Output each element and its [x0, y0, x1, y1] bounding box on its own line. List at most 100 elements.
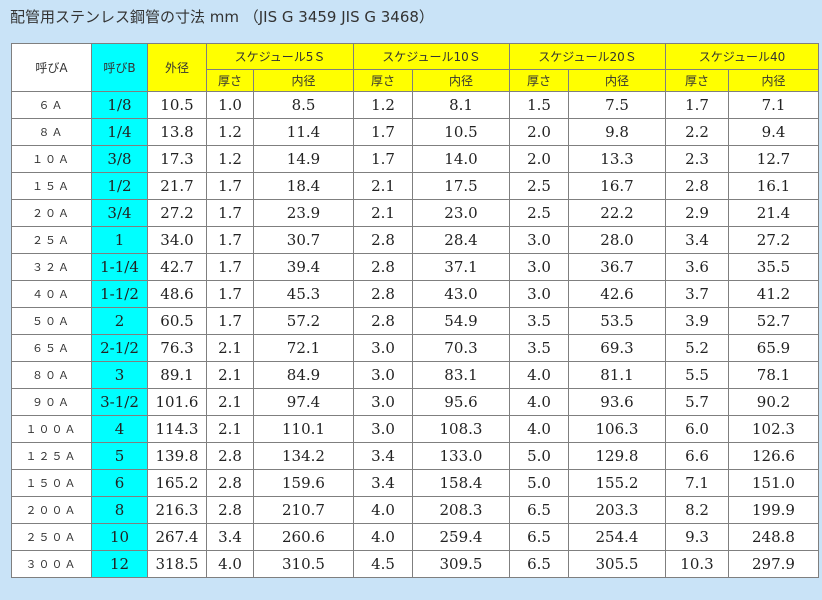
cell-sch20s-inner-diameter: 16.7 [568, 172, 666, 200]
pipe-dimension-table: 呼びA 呼びB 外径 スケジュール5Ｓ スケジュール10Ｓ スケジュール20Ｓ … [11, 43, 819, 578]
cell-outer-diameter: 13.8 [147, 118, 207, 146]
cell-outer-diameter: 165.2 [147, 469, 207, 497]
cell-sch10s-thickness: 2.1 [353, 172, 413, 200]
cell-outer-diameter: 139.8 [147, 442, 207, 470]
page-title: 配管用ステンレス鋼管の寸法 mm （JIS G 3459 JIS G 3468） [10, 8, 434, 26]
table-row: １０Ａ 3/8 17.3 1.2 14.9 1.7 14.0 2.0 13.3 2.3 12.7 [11, 145, 819, 173]
cell-sch20s-thickness: 6.5 [509, 496, 569, 524]
cell-nominal-b: 1-1/2 [91, 280, 148, 308]
cell-nominal-b: 3 [91, 361, 148, 389]
cell-sch40-inner-diameter: 7.1 [728, 91, 819, 119]
cell-sch5s-inner-diameter: 97.4 [253, 388, 354, 416]
cell-nominal-b: 1-1/4 [91, 253, 148, 281]
cell-sch10s-inner-diameter: 14.0 [412, 145, 510, 173]
cell-sch40-inner-diameter: 199.9 [728, 496, 819, 524]
cell-sch10s-thickness: 4.0 [353, 496, 413, 524]
cell-nominal-a: １５Ａ [11, 172, 92, 200]
cell-nominal-b: 8 [91, 496, 148, 524]
table-row: ３００Ａ 12 318.5 4.0 310.5 4.5 309.5 6.5 305.5 10.3 2… [11, 550, 819, 578]
cell-sch20s-inner-diameter: 36.7 [568, 253, 666, 281]
cell-sch5s-thickness: 1.7 [206, 280, 254, 308]
cell-nominal-a: １０Ａ [11, 145, 92, 173]
cell-outer-diameter: 42.7 [147, 253, 207, 281]
cell-sch40-thickness: 3.7 [665, 280, 729, 308]
cell-sch20s-thickness: 6.5 [509, 523, 569, 551]
cell-sch40-thickness: 7.1 [665, 469, 729, 497]
cell-sch40-inner-diameter: 297.9 [728, 550, 819, 578]
cell-sch40-thickness: 5.2 [665, 334, 729, 362]
cell-nominal-b: 1/2 [91, 172, 148, 200]
cell-sch5s-inner-diameter: 8.5 [253, 91, 354, 119]
cell-sch40-thickness: 5.7 [665, 388, 729, 416]
cell-sch10s-inner-diameter: 70.3 [412, 334, 510, 362]
table-row: ９０Ａ 3-1/2 101.6 2.1 97.4 3.0 95.6 4.0 93.6 5.7 90.… [11, 388, 819, 416]
table-row: ８０Ａ 3 89.1 2.1 84.9 3.0 83.1 4.0 81.1 5.5 78.1 [11, 361, 819, 389]
cell-sch10s-thickness: 2.1 [353, 199, 413, 227]
cell-sch5s-thickness: 1.7 [206, 253, 254, 281]
header-thickness: 厚さ [206, 69, 254, 92]
table-row: ３２Ａ 1-1/4 42.7 1.7 39.4 2.8 37.1 3.0 36.7 3.6 35.5 [11, 253, 819, 281]
cell-sch20s-inner-diameter: 22.2 [568, 199, 666, 227]
table-body: ６Ａ 1/8 10.5 1.0 8.5 1.2 8.1 1.5 7.5 1.7 7.1 ８Ａ 1/4 13… [11, 91, 819, 578]
cell-sch5s-thickness: 1.0 [206, 91, 254, 119]
cell-nominal-a: ８Ａ [11, 118, 92, 146]
cell-sch10s-inner-diameter: 54.9 [412, 307, 510, 335]
cell-sch10s-inner-diameter: 259.4 [412, 523, 510, 551]
cell-nominal-a: ２５Ａ [11, 226, 92, 254]
cell-outer-diameter: 27.2 [147, 199, 207, 227]
cell-sch5s-thickness: 1.2 [206, 145, 254, 173]
table-row: １５０Ａ 6 165.2 2.8 159.6 3.4 158.4 5.0 155.2 7.1 151… [11, 469, 819, 497]
cell-sch10s-inner-diameter: 8.1 [412, 91, 510, 119]
cell-sch5s-thickness: 3.4 [206, 523, 254, 551]
cell-sch5s-thickness: 2.1 [206, 415, 254, 443]
cell-nominal-b: 1/4 [91, 118, 148, 146]
cell-sch40-thickness: 1.7 [665, 91, 729, 119]
cell-sch40-inner-diameter: 65.9 [728, 334, 819, 362]
cell-outer-diameter: 34.0 [147, 226, 207, 254]
cell-sch20s-thickness: 4.0 [509, 361, 569, 389]
cell-sch5s-inner-diameter: 39.4 [253, 253, 354, 281]
cell-sch20s-thickness: 3.5 [509, 307, 569, 335]
cell-sch20s-thickness: 3.0 [509, 253, 569, 281]
cell-sch20s-inner-diameter: 28.0 [568, 226, 666, 254]
cell-nominal-a: ６Ａ [11, 91, 92, 119]
cell-sch10s-inner-diameter: 10.5 [412, 118, 510, 146]
header-row-2: 厚さ 内径 厚さ 内径 厚さ 内径 厚さ 内径 [12, 69, 819, 92]
cell-sch10s-thickness: 3.0 [353, 415, 413, 443]
cell-outer-diameter: 76.3 [147, 334, 207, 362]
cell-sch5s-thickness: 2.8 [206, 442, 254, 470]
cell-sch20s-thickness: 6.5 [509, 550, 569, 578]
cell-outer-diameter: 10.5 [147, 91, 207, 119]
cell-sch10s-thickness: 4.0 [353, 523, 413, 551]
header-row-1: 呼びA 呼びB 外径 スケジュール5Ｓ スケジュール10Ｓ スケジュール20Ｓ … [11, 43, 819, 92]
cell-sch5s-thickness: 4.0 [206, 550, 254, 578]
cell-outer-diameter: 267.4 [147, 523, 207, 551]
cell-sch40-inner-diameter: 78.1 [728, 361, 819, 389]
cell-sch40-inner-diameter: 102.3 [728, 415, 819, 443]
cell-outer-diameter: 60.5 [147, 307, 207, 335]
cell-sch5s-inner-diameter: 30.7 [253, 226, 354, 254]
cell-sch20s-thickness: 3.5 [509, 334, 569, 362]
cell-sch40-inner-diameter: 52.7 [728, 307, 819, 335]
cell-nominal-b: 2-1/2 [91, 334, 148, 362]
cell-outer-diameter: 17.3 [147, 145, 207, 173]
cell-sch10s-thickness: 1.2 [353, 91, 413, 119]
table-row: ５０Ａ 2 60.5 1.7 57.2 2.8 54.9 3.5 53.5 3.9 52.7 [11, 307, 819, 335]
cell-sch20s-thickness: 3.0 [509, 280, 569, 308]
cell-sch5s-inner-diameter: 23.9 [253, 199, 354, 227]
cell-nominal-b: 3-1/2 [91, 388, 148, 416]
cell-sch5s-inner-diameter: 159.6 [253, 469, 354, 497]
table-row: ２００Ａ 8 216.3 2.8 210.7 4.0 208.3 6.5 203.3 8.2 199… [11, 496, 819, 524]
cell-sch5s-inner-diameter: 45.3 [253, 280, 354, 308]
cell-nominal-b: 4 [91, 415, 148, 443]
header-thickness: 厚さ [665, 69, 729, 92]
header-nominal-b: 呼びB [91, 43, 148, 92]
table-row: ８Ａ 1/4 13.8 1.2 11.4 1.7 10.5 2.0 9.8 2.2 9.4 [11, 118, 819, 146]
header-schedule-5s: スケジュール5Ｓ [206, 43, 354, 70]
cell-sch5s-inner-diameter: 14.9 [253, 145, 354, 173]
table-row: ２５Ａ 1 34.0 1.7 30.7 2.8 28.4 3.0 28.0 3.4 27.2 [11, 226, 819, 254]
cell-sch20s-inner-diameter: 81.1 [568, 361, 666, 389]
cell-nominal-b: 1 [91, 226, 148, 254]
cell-nominal-a: ９０Ａ [11, 388, 92, 416]
cell-sch40-thickness: 9.3 [665, 523, 729, 551]
